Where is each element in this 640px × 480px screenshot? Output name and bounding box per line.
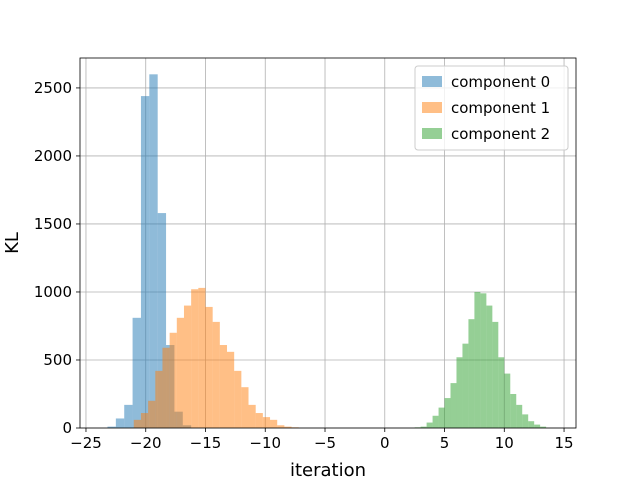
x-tick-label: 5 <box>440 434 450 452</box>
histogram-bar <box>480 293 487 428</box>
y-tick-label: 2000 <box>34 147 72 165</box>
histogram-bar <box>205 306 213 428</box>
y-tick-label: 500 <box>43 351 72 369</box>
y-tick-label: 1500 <box>34 215 72 233</box>
ticks-layer: −25 −20 −15 −10 −5 0 5 10 15 0 500 1000 1500 2000 2500 <box>34 79 574 452</box>
histogram-bar <box>510 393 517 428</box>
histogram-bar <box>438 407 445 428</box>
histogram-bar <box>255 413 263 428</box>
histogram-bar <box>149 74 158 428</box>
histogram-bar <box>432 415 439 428</box>
histogram-bar <box>140 96 150 429</box>
legend-swatch <box>422 102 442 113</box>
series-1-bars <box>133 287 299 428</box>
histogram-bar <box>155 370 163 428</box>
histogram-bar <box>426 422 433 428</box>
y-axis-label: KL <box>2 232 23 254</box>
bars-layer <box>107 74 547 429</box>
histogram-bar <box>462 343 469 428</box>
plot-frame <box>79 57 577 429</box>
legend-label: component 1 <box>451 99 550 117</box>
histogram-bar <box>169 332 177 428</box>
histogram-bar <box>241 387 249 428</box>
legend: component 0 component 1 component 2 <box>414 65 569 151</box>
histogram-bar <box>540 426 547 428</box>
histogram-bar <box>270 419 278 428</box>
histogram-bar <box>456 357 463 428</box>
histogram-bar <box>198 287 206 428</box>
histogram-bar <box>522 414 529 428</box>
histogram-bar <box>516 404 523 428</box>
legend-box <box>414 65 569 151</box>
x-tick-label: −10 <box>249 434 281 452</box>
histogram-bar <box>133 419 141 428</box>
histogram-bar <box>219 345 228 428</box>
histogram-bar <box>148 400 156 428</box>
histogram-bar <box>534 424 541 428</box>
histogram-bar <box>162 347 170 428</box>
histogram-bar <box>528 421 535 428</box>
histogram-bar <box>474 291 481 428</box>
series-2-bars <box>414 291 547 428</box>
histogram-bar <box>444 398 451 428</box>
histogram-bar <box>492 321 499 428</box>
histogram-bar <box>157 213 167 428</box>
x-tick-label: −5 <box>314 434 336 452</box>
histogram-bar <box>124 404 133 428</box>
x-tick-label: −25 <box>70 434 102 452</box>
histogram-bar <box>450 383 457 428</box>
histogram-bar <box>277 425 285 428</box>
histogram-bar <box>107 426 116 428</box>
histogram-bar <box>284 426 292 428</box>
x-tick-label: 10 <box>495 434 514 452</box>
y-tick-label: 2500 <box>34 79 72 97</box>
x-axis-label: iteration <box>290 460 366 480</box>
histogram-bar <box>234 370 242 428</box>
y-tick-label: 0 <box>62 419 72 437</box>
histogram-bar <box>420 426 427 428</box>
x-tick-label: −20 <box>130 434 162 452</box>
legend-swatch <box>422 128 442 139</box>
histogram-bar <box>486 305 493 428</box>
legend-swatch <box>422 76 442 87</box>
histogram-bar <box>115 418 125 428</box>
histogram-bar <box>176 317 184 428</box>
histogram-bar <box>191 289 199 428</box>
x-tick-label: 15 <box>555 434 574 452</box>
histogram-bar <box>248 404 256 428</box>
legend-label: component 0 <box>451 73 550 91</box>
histogram-bar <box>140 413 149 428</box>
histogram-bar <box>227 351 235 428</box>
legend-label: component 2 <box>451 125 550 143</box>
histogram-bar <box>132 317 141 428</box>
x-tick-label: −15 <box>190 434 222 452</box>
x-tick-label: 0 <box>380 434 390 452</box>
histogram-bar <box>468 319 475 428</box>
histogram-bar <box>262 417 271 428</box>
histogram-bar <box>504 373 511 428</box>
histogram-bar <box>498 357 505 428</box>
histogram-bar <box>183 305 192 428</box>
histogram-bar <box>212 321 220 428</box>
y-tick-label: 1000 <box>34 283 72 301</box>
